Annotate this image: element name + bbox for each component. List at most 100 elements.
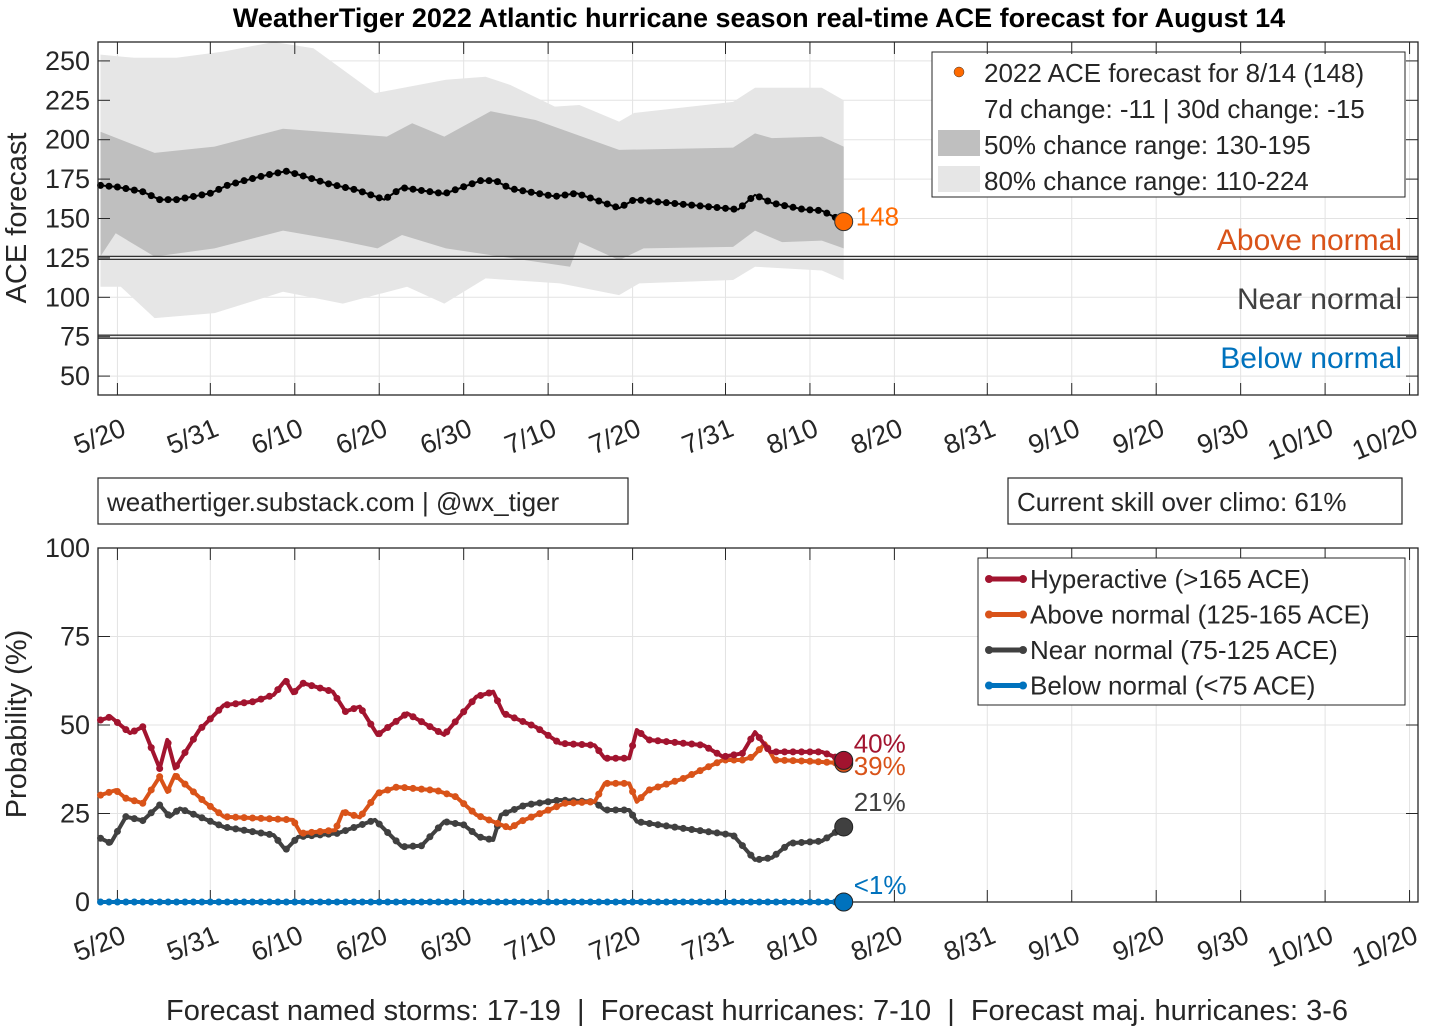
series-point-hyper	[705, 744, 713, 752]
legend-marker-hyper	[1019, 575, 1027, 583]
region-label-above: Above normal	[1217, 224, 1402, 257]
series-point-below	[595, 898, 603, 906]
bottom-x-tick-label: 6/30	[416, 920, 476, 968]
series-point-near	[713, 829, 721, 837]
series-point-near	[249, 828, 257, 836]
top-x-tick-label: 6/20	[332, 413, 392, 461]
series-point-near	[814, 837, 822, 845]
series-point-above	[679, 774, 687, 782]
series-point-near	[206, 817, 214, 825]
series-point-hyper	[299, 679, 307, 687]
series-end-marker-near	[834, 817, 854, 837]
series-point-below	[468, 898, 476, 906]
series-point-above	[164, 786, 172, 794]
series-point-below	[823, 898, 831, 906]
series-point-below	[257, 898, 265, 906]
skill-text: Current skill over climo: 61%	[1017, 487, 1346, 517]
series-point-hyper	[426, 723, 434, 731]
ace-daily-point	[662, 199, 670, 207]
series-point-below	[764, 898, 772, 906]
ace-daily-point	[282, 167, 290, 175]
series-point-below	[367, 898, 375, 906]
series-point-hyper	[654, 737, 662, 745]
ace-daily-point	[679, 200, 687, 208]
series-point-hyper	[409, 713, 417, 721]
series-point-hyper	[586, 741, 594, 749]
series-point-hyper	[485, 689, 493, 697]
series-point-hyper	[308, 682, 316, 690]
bottom-x-tick-label: 5/31	[163, 920, 223, 968]
series-point-hyper	[544, 731, 552, 739]
series-point-near	[764, 854, 772, 862]
series-point-below	[561, 898, 569, 906]
top-x-tick-label: 8/31	[940, 413, 1000, 461]
series-point-hyper	[240, 699, 248, 707]
series-point-below	[130, 898, 138, 906]
series-point-below	[341, 898, 349, 906]
series-point-hyper	[206, 715, 214, 723]
series-point-above	[806, 757, 814, 765]
series-point-above	[291, 819, 299, 827]
ace-daily-point	[781, 202, 789, 210]
ace-daily-point	[350, 185, 358, 193]
series-point-below	[206, 898, 214, 906]
ace-daily-point	[392, 188, 400, 196]
series-point-above	[426, 786, 434, 794]
series-point-hyper	[764, 745, 772, 753]
series-point-hyper	[401, 711, 409, 719]
series-point-below	[147, 898, 155, 906]
series-point-near	[223, 824, 231, 832]
series-point-hyper	[493, 697, 501, 705]
ace-daily-point	[198, 191, 206, 199]
series-point-below	[460, 898, 468, 906]
bottom-x-tick-label: 7/20	[585, 920, 645, 968]
series-point-above	[747, 753, 755, 761]
series-point-above	[662, 780, 670, 788]
ace-daily-point	[401, 184, 409, 192]
series-point-near	[502, 809, 510, 817]
series-point-below	[485, 898, 493, 906]
legend-entry-below: Below normal (<75 ACE)	[1030, 671, 1315, 701]
top-x-tick-label: 7/31	[678, 413, 738, 461]
series-point-below	[527, 898, 535, 906]
top-y-axis-label: ACE forecast	[1, 133, 33, 304]
series-point-near	[401, 843, 409, 851]
series-point-below	[477, 898, 485, 906]
series-point-below	[401, 898, 409, 906]
ace-daily-point	[105, 182, 113, 190]
series-point-above	[823, 758, 831, 766]
series-point-above	[781, 756, 789, 764]
series-point-above	[392, 783, 400, 791]
series-point-near	[527, 800, 535, 808]
legend-marker-above	[1019, 610, 1027, 619]
series-point-below	[434, 898, 442, 906]
series-point-above	[713, 759, 721, 767]
ace-daily-point	[823, 209, 831, 217]
ace-daily-point	[122, 185, 130, 193]
series-point-hyper	[130, 727, 138, 735]
bottom-x-tick-label: 7/10	[500, 920, 560, 968]
series-point-above	[350, 811, 358, 819]
series-point-near	[772, 850, 780, 858]
ace-daily-point	[629, 197, 637, 205]
series-point-near	[637, 818, 645, 826]
series-point-hyper	[603, 754, 611, 762]
series-point-below	[173, 898, 181, 906]
series-point-near	[282, 845, 290, 853]
top-x-tick-label: 10/20	[1348, 413, 1422, 466]
series-point-near	[797, 838, 805, 846]
series-point-near	[358, 820, 366, 828]
top-y-tick-label: 125	[45, 243, 90, 273]
series-point-above	[97, 791, 105, 799]
series-point-above	[451, 793, 459, 801]
series-point-below	[198, 898, 206, 906]
series-point-below	[620, 898, 628, 906]
series-point-hyper	[477, 691, 485, 699]
series-point-above	[595, 790, 603, 798]
ace-daily-point	[654, 198, 662, 206]
series-point-above	[738, 756, 746, 764]
series-point-hyper	[730, 751, 738, 759]
ace-daily-point	[485, 177, 493, 185]
series-point-below	[747, 898, 755, 906]
